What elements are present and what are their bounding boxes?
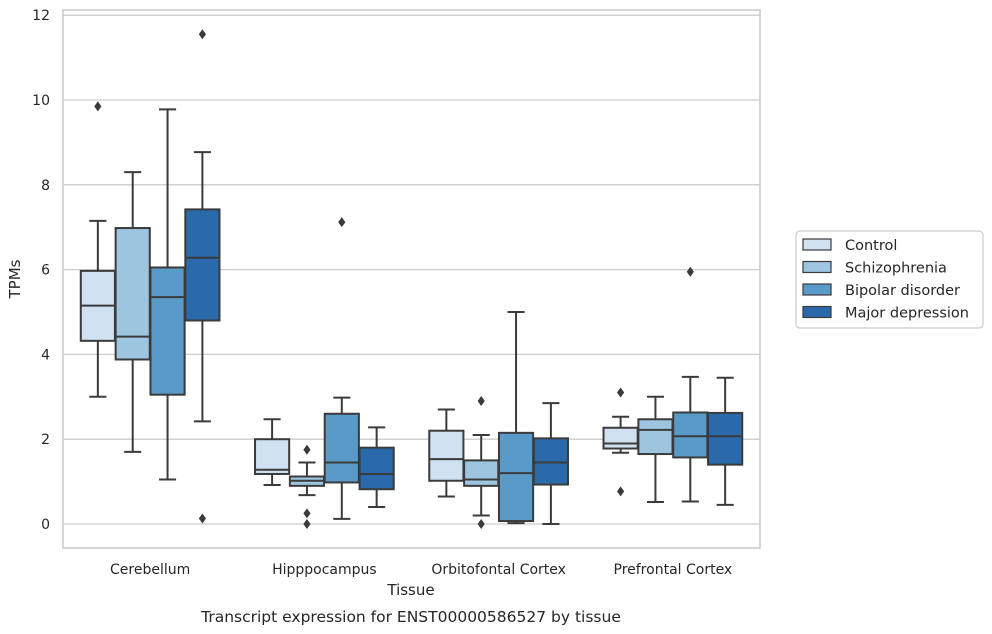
outlier-point [198, 29, 206, 40]
outlier-point [303, 444, 311, 455]
box-1-2 [323, 217, 360, 520]
box-3-2 [672, 266, 709, 503]
x-tick-label-2: Orbitofontal Cortex [431, 562, 566, 578]
box-body [149, 266, 186, 396]
box-3-3 [707, 376, 744, 506]
y-axis-label: TPMs [6, 259, 24, 299]
box-body [463, 459, 500, 487]
outlier-point [477, 519, 485, 529]
box-0-3 [184, 29, 221, 524]
box-body [428, 429, 465, 482]
box-3-0 [602, 387, 639, 497]
box-2-1 [463, 396, 500, 529]
x-tick-label-3: Prefrontal Cortex [614, 562, 733, 578]
outlier-point [617, 486, 625, 497]
y-tick-label-12: 12 [32, 8, 50, 24]
box-1-0 [254, 418, 291, 486]
boxes-layer [79, 29, 744, 529]
y-tick-label-2: 2 [41, 432, 50, 448]
box-body [254, 438, 291, 475]
outlier-point [686, 266, 694, 277]
box-body [358, 446, 395, 491]
legend-frame [795, 230, 984, 329]
box-0-0 [79, 101, 116, 398]
box-0-2 [149, 108, 186, 481]
box-2-3 [532, 402, 569, 525]
box-body [707, 411, 744, 466]
y-tick-label-0: 0 [41, 517, 50, 533]
x-tick-labels: Cerebellum Hipppocampus Orbitofontal Corte… [110, 562, 732, 578]
outlier-point [303, 508, 311, 519]
y-tick-label-10: 10 [32, 93, 50, 109]
box-body [602, 426, 639, 450]
legend-label-2: Bipolar disorder [845, 283, 960, 299]
outlier-point [477, 396, 485, 407]
legend-swatch-2 [802, 283, 832, 296]
y-tick-labels: 0 2 4 6 8 10 12 [32, 8, 50, 533]
chart-caption: Transcript expression for ENST0000058652… [200, 608, 621, 626]
box-body [323, 412, 360, 484]
x-tick-label-0: Cerebellum [110, 562, 190, 578]
legend-label-0: Control [845, 238, 897, 254]
outlier-point [617, 387, 625, 398]
box-body [114, 227, 151, 361]
box-2-0 [428, 408, 465, 498]
box-body [637, 418, 674, 456]
plot-frame [62, 9, 761, 549]
box-1-1 [288, 444, 326, 529]
x-axis-label: Tissue [386, 581, 434, 599]
y-tick-label-8: 8 [41, 178, 50, 194]
outlier-point [198, 513, 206, 524]
legend-label-1: Schizophrenia [845, 261, 947, 277]
box-body [532, 437, 569, 486]
outlier-point [338, 217, 346, 228]
legend-label-3: Major depression [845, 306, 969, 322]
box-body [497, 431, 535, 523]
outlier-point [94, 101, 102, 112]
box-3-1 [637, 395, 674, 503]
box-0-1 [114, 171, 151, 453]
legend: Control Schizophrenia Bipolar disorder Majo… [795, 230, 984, 329]
box-body [184, 208, 221, 322]
box-1-3 [358, 426, 395, 509]
x-tick-label-1: Hipppocampus [272, 562, 377, 578]
y-tick-label-4: 4 [41, 347, 50, 363]
box-body [672, 411, 709, 459]
legend-swatch-0 [802, 238, 832, 251]
legend-swatch-3 [802, 305, 832, 319]
legend-swatch-1 [802, 260, 832, 274]
box-2-2 [497, 311, 535, 525]
outlier-point [303, 519, 311, 529]
y-tick-label-6: 6 [41, 263, 50, 279]
